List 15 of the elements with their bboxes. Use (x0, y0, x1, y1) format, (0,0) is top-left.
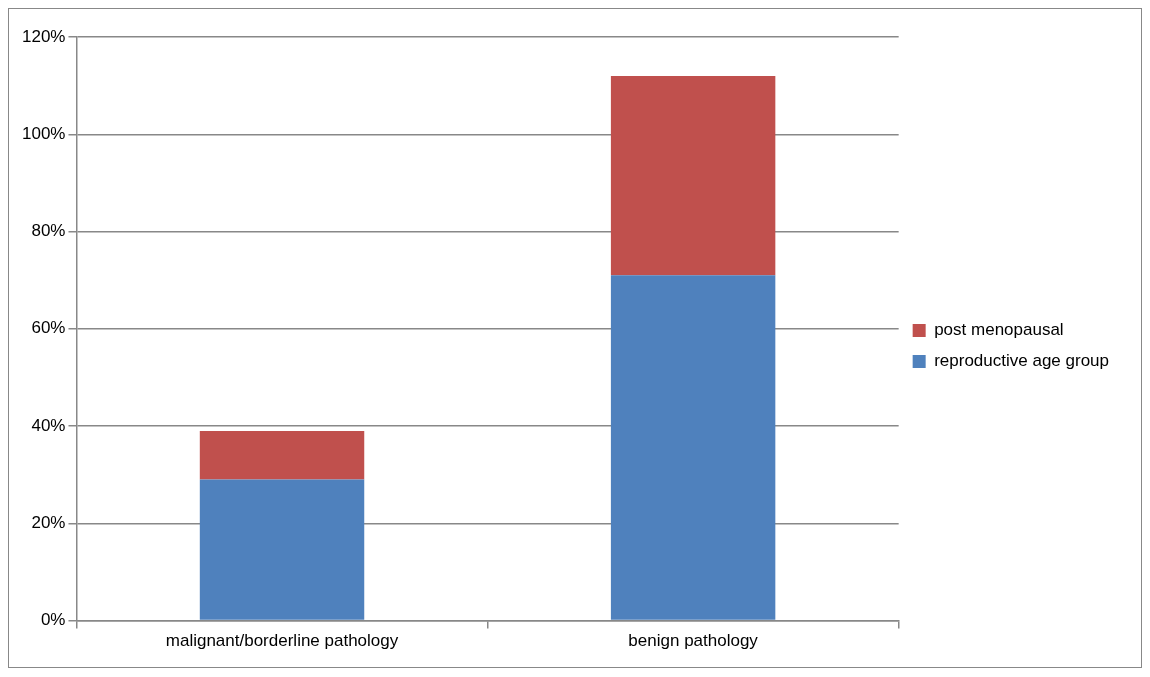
x-tick-label: benign pathology (628, 631, 759, 651)
y-tick-label: 100% (22, 123, 66, 143)
y-tick-label: 40% (31, 415, 66, 435)
bar (199, 430, 365, 480)
y-tick-label: 120% (22, 26, 66, 46)
y-tick-label: 60% (31, 318, 66, 338)
y-tick-label: 0% (40, 610, 66, 630)
x-tick-label: malignant/borderline pathology (165, 631, 399, 651)
y-tick-label: 80% (31, 221, 66, 241)
legend-label: reproductive age group (934, 351, 1109, 371)
y-tick-label: 20% (31, 513, 66, 533)
bar (610, 75, 776, 276)
bar (199, 479, 365, 620)
bar (610, 275, 776, 620)
legend-label: post menopausal (934, 320, 1064, 340)
